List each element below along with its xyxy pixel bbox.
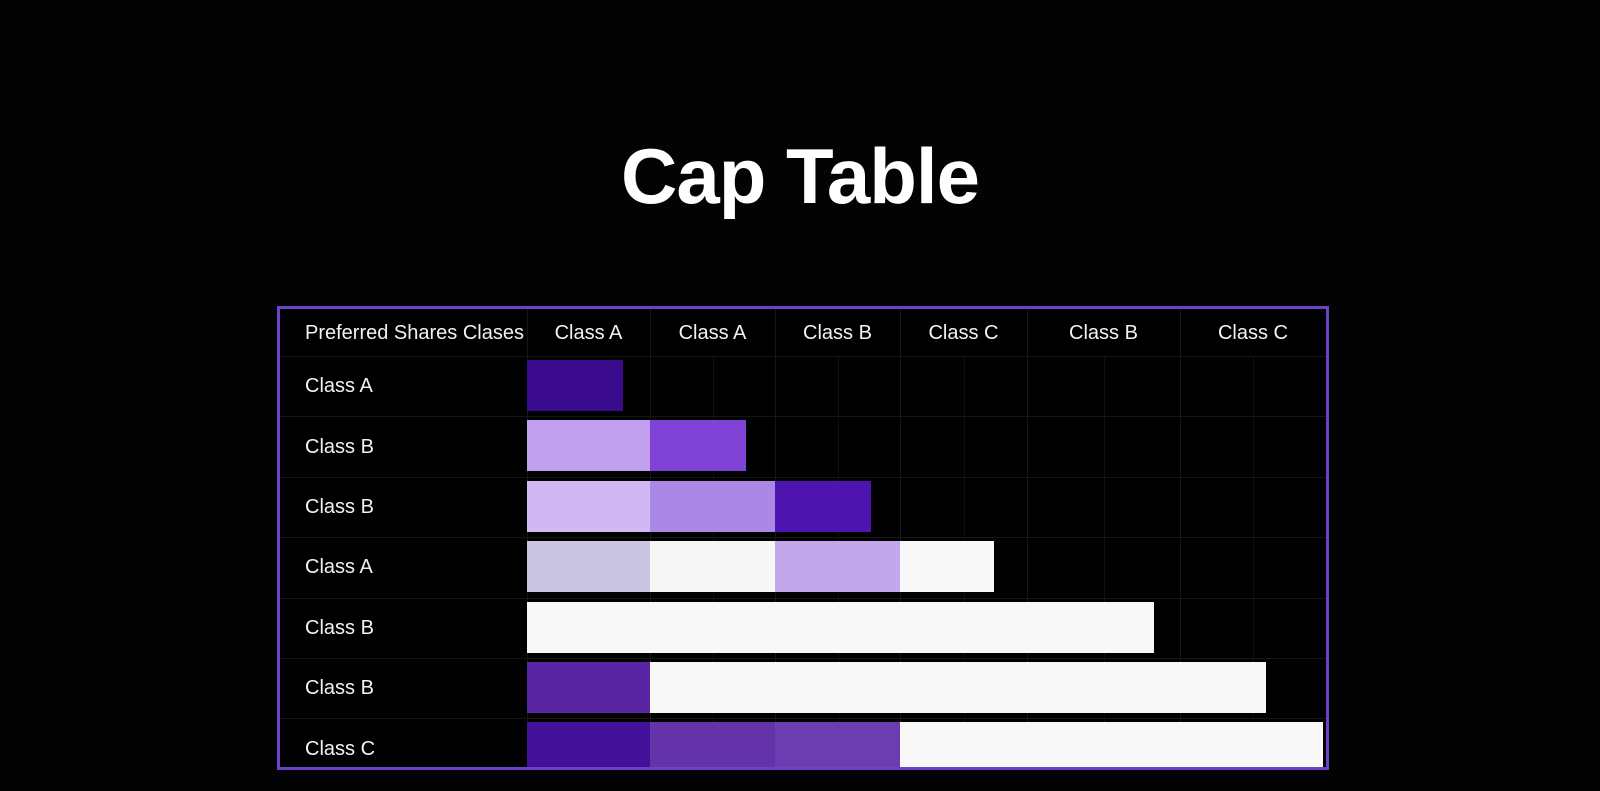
column-header: Class A [678,322,747,344]
bar-segment [527,541,650,593]
bar-segment [650,541,775,593]
row-label: Class B [305,435,374,458]
row-label: Class B [305,677,374,700]
grid-line-horizontal [280,476,1326,478]
bar-segment [650,662,1267,713]
bar-segment [527,662,650,713]
grid-line-horizontal [280,718,1326,720]
grid-line-vertical [775,309,776,767]
grid-line-horizontal [280,597,1326,599]
cap-table: Preferred Shares Clases Class A Class A Cl… [277,306,1329,770]
bar-segment [650,480,775,532]
bar-segment [650,420,747,472]
column-header: Class B [1069,322,1138,344]
row-label: Class B [305,496,374,518]
grid-line-horizontal [280,537,1326,539]
bar-segment [527,601,1154,653]
header-row-label: Preferred Shares Clases [305,322,524,344]
grid-line-vertical [900,309,901,767]
row-label: Class A [305,556,373,579]
grid-line-horizontal [280,416,1326,418]
bar-segment [527,360,623,411]
grid-line-vertical [1027,309,1028,767]
grid-line-vertical [1180,309,1181,767]
row-label: Class B [305,616,374,639]
grid-line-horizontal [280,356,1326,357]
column-header: Class C [1217,322,1288,344]
bar-segment [775,722,900,767]
grid-line-subcolumn [1253,356,1254,767]
grid-line-vertical [650,309,651,767]
grid-line-horizontal [280,658,1326,659]
bar-segment [527,722,650,767]
grid-line-subcolumn [1104,356,1105,767]
column-header: Class A [554,322,623,344]
column-header: Class B [803,322,872,344]
grid-line-vertical [527,309,528,767]
column-header: Class C [928,322,999,344]
bar-segment [527,480,650,532]
bar-segment [900,541,994,593]
bar-segment [775,541,900,593]
bar-segment [900,722,1323,767]
bar-segment [775,480,872,532]
row-label: Class A [305,375,373,398]
bar-segment [527,420,650,472]
chart-title: Cap Table [621,132,980,220]
row-label: Class C [305,737,376,760]
bar-segment [650,722,775,767]
